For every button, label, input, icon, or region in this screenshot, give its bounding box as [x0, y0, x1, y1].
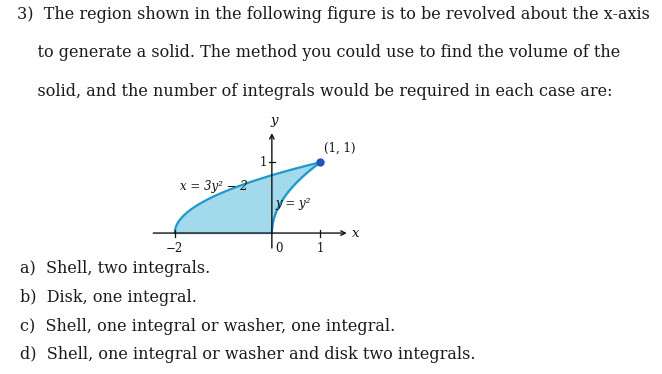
Text: b)  Disk, one integral.: b) Disk, one integral.	[20, 289, 197, 306]
Text: x: x	[352, 227, 359, 240]
Text: solid, and the number of integrals would be required in each case are:: solid, and the number of integrals would…	[17, 83, 612, 99]
Text: 3)  The region shown in the following figure is to be revolved about the x-axis: 3) The region shown in the following fig…	[17, 6, 649, 23]
Text: d)  Shell, one integral or washer and disk two integrals.: d) Shell, one integral or washer and dis…	[20, 346, 475, 364]
Text: 0: 0	[276, 242, 283, 255]
Text: a)  Shell, two integrals.: a) Shell, two integrals.	[20, 260, 210, 277]
Text: 1: 1	[316, 242, 324, 255]
Text: y = y²: y = y²	[276, 197, 311, 210]
Text: (1, 1): (1, 1)	[324, 142, 355, 155]
Text: −2: −2	[166, 242, 183, 255]
Text: c)  Shell, one integral or washer, one integral.: c) Shell, one integral or washer, one in…	[20, 318, 395, 335]
Text: y: y	[270, 114, 277, 127]
Text: x = 3y² − 2: x = 3y² − 2	[179, 180, 248, 193]
Text: to generate a solid. The method you could use to find the volume of the: to generate a solid. The method you coul…	[17, 44, 620, 61]
Text: 1: 1	[260, 156, 267, 169]
